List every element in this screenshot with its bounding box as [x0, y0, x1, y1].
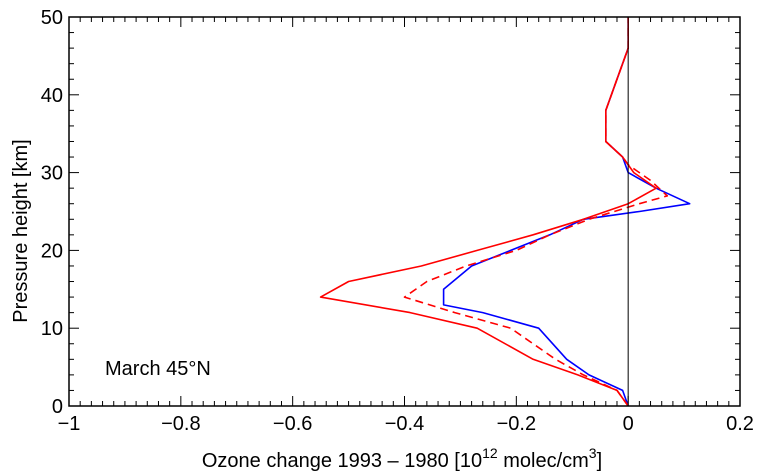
x-axis-title-exp: 12 [482, 445, 498, 461]
x-tick-label: −0.8 [161, 413, 200, 435]
x-tick-label: 0.2 [726, 413, 754, 435]
y-tick-label: 20 [41, 240, 63, 262]
series-layer [319, 17, 691, 407]
series-line-1 [442, 17, 691, 407]
y-tick-label: 30 [41, 163, 63, 185]
plot-frame [68, 16, 741, 407]
y-tick-label: 50 [41, 7, 63, 29]
y-axis-title: Pressure height [km] [10, 139, 32, 322]
x-tick-label: −1 [58, 413, 81, 435]
x-axis-title-end: ] [597, 450, 603, 472]
tick-labels-layer: −1 −0.8 −0.6 −0.4 −0.2 0 0.2 0 10 20 30 40 50 [41, 7, 754, 435]
x-tick-label: −0.4 [385, 413, 424, 435]
annotation-label: March 45°N [105, 358, 211, 380]
x-axis-title-exp2: 3 [589, 445, 597, 461]
x-axis-title-mid: molec/cm [498, 450, 589, 472]
x-tick-label: −0.2 [497, 413, 536, 435]
x-axis-title-main: Ozone change 1993 – 1980 [10 [202, 450, 482, 472]
y-tick-label: 40 [41, 85, 63, 107]
y-tick-label: 0 [52, 396, 63, 418]
series-line-2 [319, 17, 657, 407]
x-tick-label: −0.6 [273, 413, 312, 435]
x-axis-title: Ozone change 1993 – 1980 [1012 molec/cm3… [202, 445, 602, 472]
x-tick-label: 0 [623, 413, 634, 435]
y-tick-label: 10 [41, 318, 63, 340]
series-line-3 [403, 17, 669, 407]
